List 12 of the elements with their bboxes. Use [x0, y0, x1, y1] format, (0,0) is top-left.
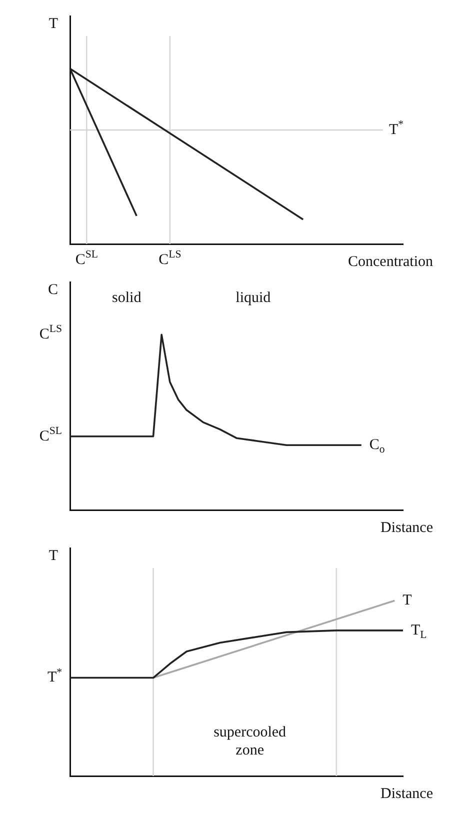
y-axis-title: T — [48, 548, 58, 564]
x-axis-title: Distance — [380, 786, 434, 802]
annotation: supercooled zone — [214, 724, 287, 759]
x-axis-title: Concentration — [348, 254, 434, 270]
text: solid — [112, 290, 142, 306]
text: liquid — [236, 290, 272, 306]
y-axis-title: T — [48, 16, 58, 32]
series-label: T — [402, 592, 412, 609]
ref-line-label: T* — [389, 118, 404, 138]
y-axis-title: C — [48, 282, 58, 298]
x-axis-title: Distance — [380, 520, 434, 536]
text: T* — [47, 666, 62, 686]
